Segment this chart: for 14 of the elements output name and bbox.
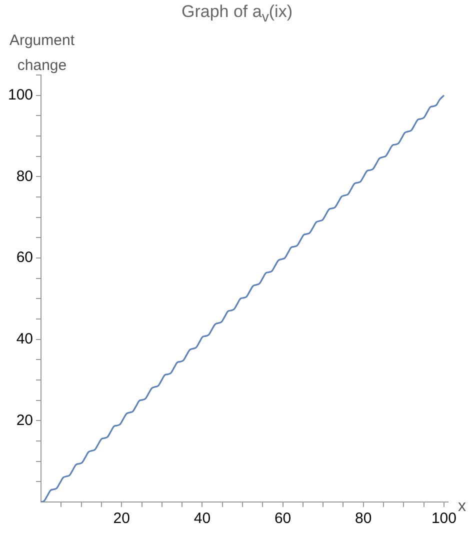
y-axis-title: Argument change xyxy=(8,31,76,76)
y-tick-label: 20 xyxy=(16,412,34,429)
y-tick-label: 100 xyxy=(8,86,34,104)
y-tick-label: 80 xyxy=(16,168,34,185)
x-tick-label: 40 xyxy=(194,510,211,528)
y-tick-label: 60 xyxy=(16,249,34,266)
line-series xyxy=(41,94,445,502)
y-tick-label: 40 xyxy=(16,330,34,348)
x-tick-label: 60 xyxy=(274,510,292,528)
x-tick-label: 20 xyxy=(113,510,130,528)
x-tick-label: 100 xyxy=(431,510,456,528)
x-axis-title: x xyxy=(458,498,466,516)
chart-title: Graph of a$_{v}$(ix) xyxy=(180,2,294,26)
x-tick-label: 80 xyxy=(355,510,372,528)
